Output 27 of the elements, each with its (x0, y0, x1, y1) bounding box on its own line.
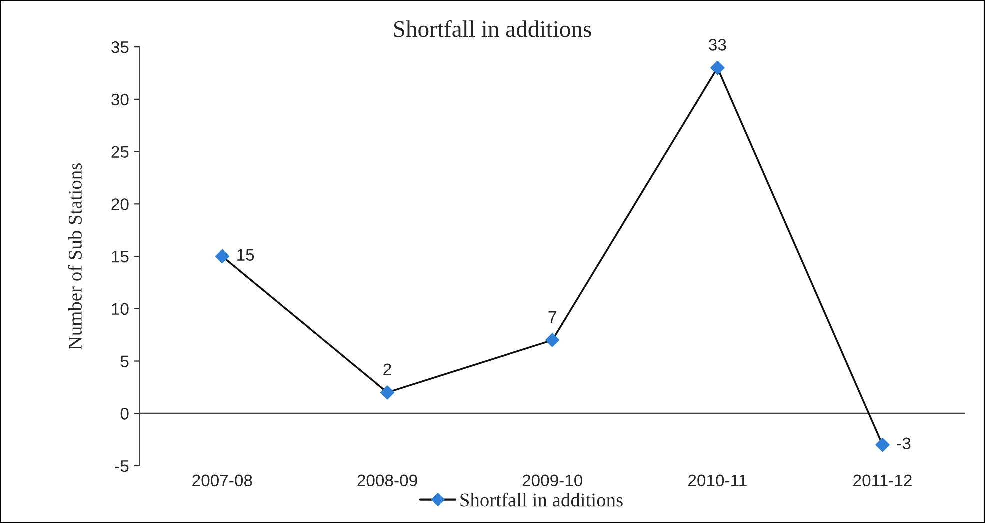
y-tick-label: 0 (120, 408, 129, 420)
data-label: 7 (548, 312, 556, 323)
y-tick-label: 10 (112, 303, 129, 316)
y-tick-label: 35 (112, 41, 129, 54)
y-tick-label: 30 (112, 94, 129, 106)
y-tick-label: -5 (115, 460, 129, 472)
point (710, 60, 725, 76)
x-tick-label: 2007-08 (192, 474, 252, 487)
y-axis-title: Number of Sub Stations (68, 164, 82, 350)
y-tick-label: 25 (112, 146, 129, 158)
point (876, 438, 890, 452)
x-tick-label: 2010-11 (688, 474, 747, 487)
y-tick-label: 20 (112, 198, 129, 210)
x-tick-label: 2009-10 (522, 474, 583, 487)
chart-title: Shortfall in additions (394, 20, 592, 38)
data-label: 15 (238, 249, 254, 262)
point (546, 333, 560, 348)
x-tick-label: 2011-12 (854, 474, 912, 487)
point (215, 249, 230, 264)
y-tick-label: 5 (120, 356, 129, 368)
point (380, 386, 395, 400)
x-tick-label: 2008-09 (358, 474, 418, 487)
data-label: 33 (709, 39, 726, 51)
legend-label: Shortfall in additions (460, 492, 623, 507)
data-label: 2 (384, 364, 392, 376)
data-label: -3 (897, 438, 911, 450)
y-tick-label: 15 (112, 251, 129, 263)
